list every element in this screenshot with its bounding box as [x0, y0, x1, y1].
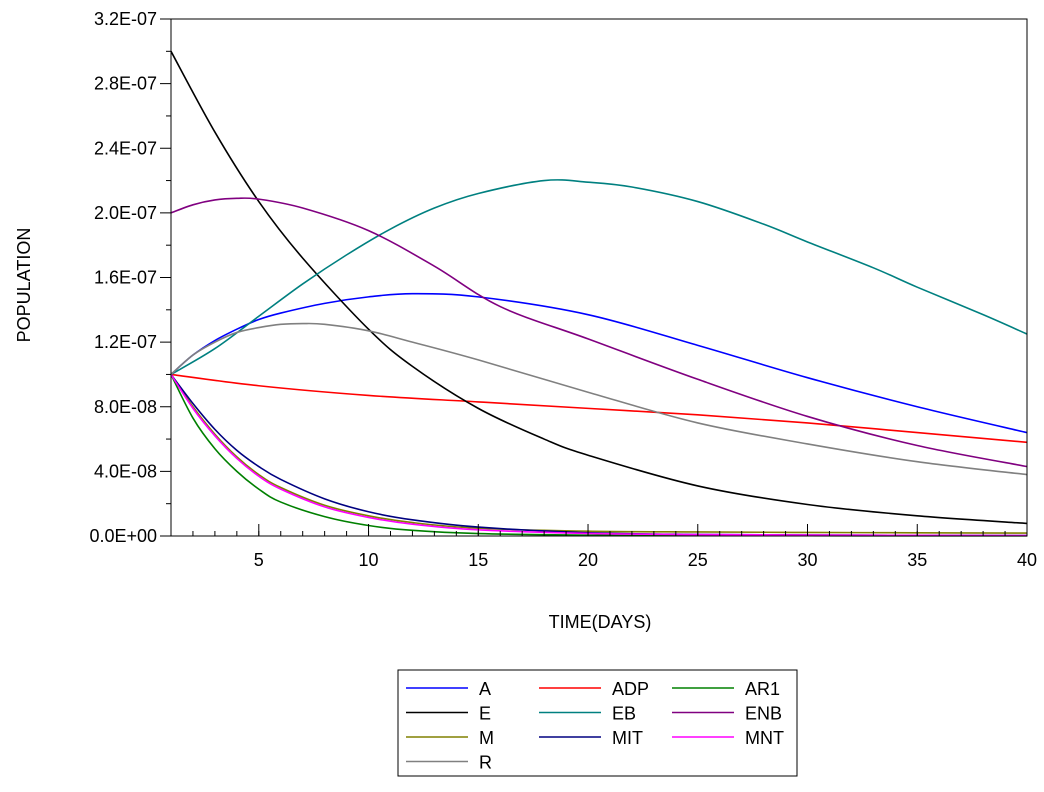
x-tick-label: 10: [359, 550, 379, 570]
x-tick-label: 20: [578, 550, 598, 570]
legend-label: EB: [612, 704, 636, 724]
legend-label: R: [479, 753, 492, 773]
y-tick-label: 3.2E-07: [94, 9, 157, 29]
series-lines: [171, 51, 1027, 536]
legend-label: M: [479, 728, 494, 748]
x-tick-label: 35: [907, 550, 927, 570]
y-tick-label: 1.6E-07: [94, 268, 157, 288]
y-tick-label: 2.0E-07: [94, 203, 157, 223]
y-axis-label: POPULATION: [14, 228, 34, 343]
legend-label: MIT: [612, 728, 643, 748]
x-axis-label: TIME(DAYS): [549, 612, 652, 632]
series-line-ar1: [171, 374, 1027, 535]
x-tick-label: 25: [688, 550, 708, 570]
y-tick-label: 2.4E-07: [94, 138, 157, 158]
series-line-mnt: [171, 374, 1027, 535]
y-tick-label: 4.0E-08: [94, 461, 157, 481]
legend-box: [398, 670, 797, 776]
y-axis-ticks: 0.0E+00 4.0E-08 8.0E-08 1.2E-07 1.6E-07 2.0E-…: [89, 9, 171, 546]
y-tick-label: 8.0E-08: [94, 397, 157, 417]
y-tick-label: 0.0E+00: [89, 526, 157, 546]
series-line-e: [171, 51, 1027, 523]
y-tick-label: 1.2E-07: [94, 332, 157, 352]
plot-area: 5 10 15 20 25 30 35 40 0.0E+00 4.0E-08 8.0E-08 1.2…: [89, 9, 1037, 570]
x-tick-label: 15: [468, 550, 488, 570]
legend-label: ADP: [612, 679, 649, 699]
legend-label: ENB: [745, 704, 782, 724]
series-line-mit: [171, 374, 1027, 535]
series-line-adp: [171, 374, 1027, 442]
x-tick-label: 5: [254, 550, 264, 570]
legend-label: MNT: [745, 728, 784, 748]
x-tick-label: 30: [797, 550, 817, 570]
y-tick-label: 2.8E-07: [94, 74, 157, 94]
series-line-eb: [171, 180, 1027, 375]
legend-label: E: [479, 704, 491, 724]
legend-label: AR1: [745, 679, 780, 699]
x-tick-label: 40: [1017, 550, 1037, 570]
series-line-a: [171, 294, 1027, 433]
series-line-enb: [171, 198, 1027, 466]
legend: A ADP AR1 E EB ENB M MIT MNT R: [398, 670, 797, 776]
legend-label: A: [479, 679, 491, 699]
series-line-r: [171, 323, 1027, 474]
